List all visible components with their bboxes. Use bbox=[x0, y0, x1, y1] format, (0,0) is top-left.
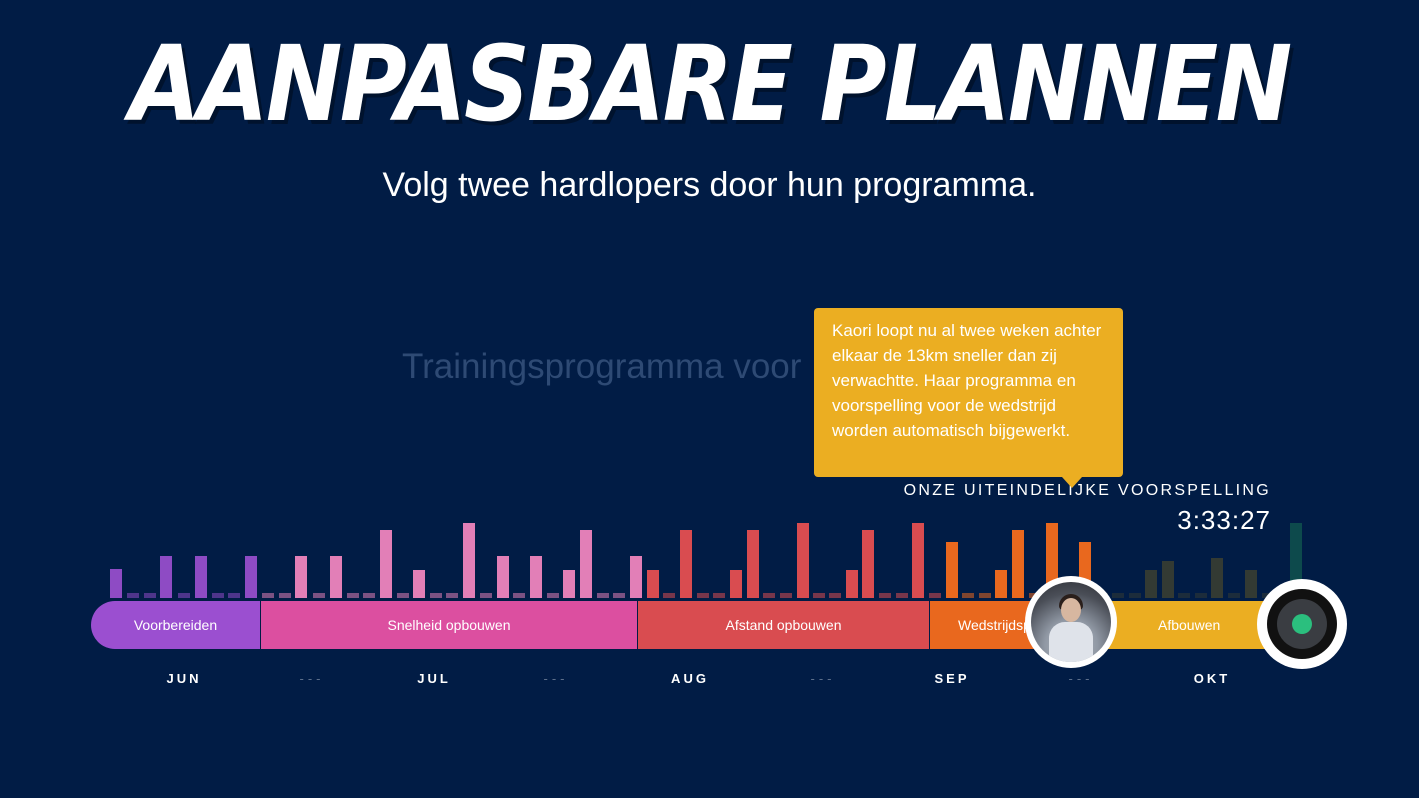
training-bar bbox=[1195, 593, 1207, 598]
training-bar bbox=[713, 593, 725, 598]
month-separator: --- bbox=[299, 671, 325, 686]
training-bar bbox=[647, 570, 659, 598]
phase-label: Afbouwen bbox=[1158, 617, 1221, 633]
training-bar bbox=[497, 556, 509, 598]
training-bar bbox=[995, 570, 1007, 598]
page-title: AANPASBARE PLANNEN bbox=[129, 23, 1292, 145]
training-bar bbox=[228, 593, 240, 598]
training-bar bbox=[547, 593, 559, 598]
training-bar bbox=[1178, 593, 1190, 598]
training-bar bbox=[730, 570, 742, 598]
training-bar bbox=[313, 593, 325, 598]
training-bar bbox=[430, 593, 442, 598]
runner-photo bbox=[1031, 582, 1111, 662]
training-bar bbox=[946, 542, 958, 598]
training-bar bbox=[127, 593, 139, 598]
training-bar bbox=[513, 593, 525, 598]
training-bar bbox=[613, 593, 625, 598]
training-bar bbox=[1211, 558, 1223, 598]
training-bar bbox=[896, 593, 908, 598]
training-bar bbox=[1245, 570, 1257, 598]
training-bar bbox=[597, 593, 609, 598]
month-label-aug: AUG bbox=[671, 671, 709, 686]
training-bar bbox=[1162, 561, 1174, 598]
page-subtitle: Volg twee hardlopers door hun programma. bbox=[382, 166, 1037, 204]
training-bar bbox=[879, 593, 891, 598]
training-bar bbox=[330, 556, 342, 598]
phase-snelheid-opbouwen[interactable]: Snelheid opbouwen bbox=[261, 601, 638, 649]
month-separator: --- bbox=[1068, 671, 1094, 686]
phase-label: Afstand opbouwen bbox=[725, 617, 842, 633]
training-bar bbox=[580, 530, 592, 598]
training-bar bbox=[829, 593, 841, 598]
training-bar bbox=[929, 593, 941, 598]
training-bar bbox=[295, 556, 307, 598]
prediction-time: 3:33:27 bbox=[1177, 505, 1271, 535]
training-bar bbox=[144, 593, 156, 598]
training-bar bbox=[763, 593, 775, 598]
training-bar bbox=[413, 570, 425, 598]
training-bar bbox=[663, 593, 675, 598]
training-bar bbox=[480, 593, 492, 598]
phase-timeline: Voorbereiden Snelheid opbouwen Afstand o… bbox=[91, 601, 1302, 649]
program-title: Trainingsprogramma voor bbox=[402, 347, 802, 386]
phase-label: Snelheid opbouwen bbox=[387, 617, 511, 633]
training-bar bbox=[1228, 593, 1240, 598]
training-bar bbox=[813, 593, 825, 598]
training-bar bbox=[347, 593, 359, 598]
month-label-okt: OKT bbox=[1193, 671, 1231, 686]
training-bar bbox=[846, 570, 858, 598]
training-bar bbox=[862, 530, 874, 598]
training-bar bbox=[380, 530, 392, 598]
month-label-jun: JUN bbox=[166, 671, 202, 686]
training-bar bbox=[245, 556, 257, 598]
training-bar bbox=[630, 556, 642, 598]
training-bar bbox=[797, 523, 809, 598]
tooltip-text: Kaori loopt nu al twee weken achter elka… bbox=[832, 321, 1102, 440]
finish-target-icon[interactable] bbox=[1257, 579, 1347, 669]
phase-afstand-opbouwen[interactable]: Afstand opbouwen bbox=[638, 601, 930, 649]
training-bar bbox=[1012, 530, 1024, 598]
training-bar bbox=[979, 593, 991, 598]
training-bar bbox=[463, 523, 475, 598]
training-bar bbox=[780, 593, 792, 598]
training-bar bbox=[446, 593, 458, 598]
runner-update-tooltip: Kaori loopt nu al twee weken achter elka… bbox=[814, 308, 1123, 488]
runner-avatar[interactable] bbox=[1025, 576, 1117, 668]
phase-label: Voorbereiden bbox=[133, 617, 218, 633]
training-bar bbox=[747, 530, 759, 598]
training-bar bbox=[1145, 570, 1157, 598]
training-bar bbox=[563, 570, 575, 598]
training-bar bbox=[195, 556, 207, 598]
training-bar bbox=[397, 593, 409, 598]
prediction-label: ONZE UITEINDELIJKE VOORSPELLING bbox=[903, 482, 1271, 499]
training-bar bbox=[262, 593, 274, 598]
training-bar bbox=[110, 569, 122, 598]
training-bar bbox=[680, 530, 692, 598]
training-bar bbox=[530, 556, 542, 598]
training-bar bbox=[178, 593, 190, 598]
training-bar bbox=[160, 556, 172, 598]
training-bar bbox=[279, 593, 291, 598]
training-bar bbox=[212, 593, 224, 598]
training-bar bbox=[363, 593, 375, 598]
training-bar bbox=[1129, 593, 1141, 598]
month-label-sep: SEP bbox=[934, 671, 970, 686]
training-bar bbox=[697, 593, 709, 598]
month-separator: --- bbox=[810, 671, 836, 686]
training-bar bbox=[1112, 593, 1124, 598]
month-separator: --- bbox=[543, 671, 569, 686]
training-bar bbox=[912, 523, 924, 598]
phase-voorbereiden[interactable]: Voorbereiden bbox=[91, 601, 261, 649]
training-bar bbox=[962, 593, 974, 598]
month-label-jul: JUL bbox=[417, 671, 451, 686]
